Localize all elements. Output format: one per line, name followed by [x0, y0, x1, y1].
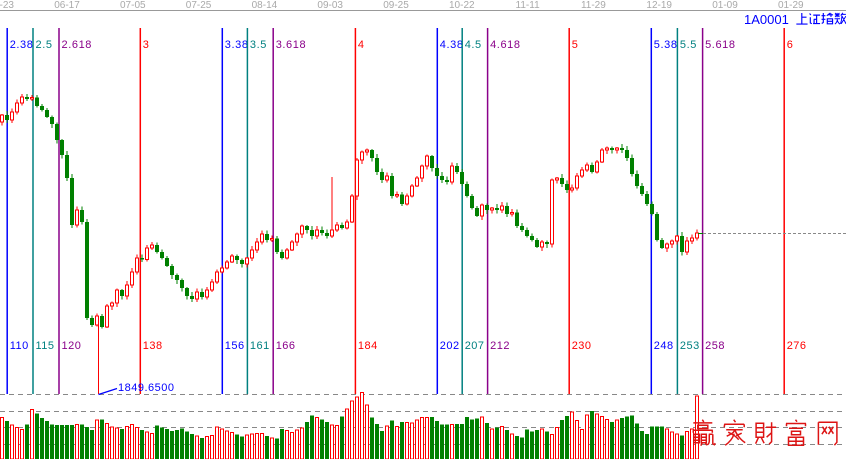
svg-text:110: 110 [10, 340, 29, 352]
svg-text:2.38: 2.38 [10, 39, 34, 51]
svg-text:1A0001: 1A0001 [744, 12, 789, 27]
svg-text:01-09: 01-09 [712, 0, 738, 11]
svg-text:5.38: 5.38 [654, 39, 678, 51]
svg-text:05-23: 05-23 [0, 0, 14, 11]
svg-text:184: 184 [358, 340, 378, 352]
svg-text:5.5: 5.5 [680, 39, 697, 51]
svg-text:276: 276 [787, 340, 807, 352]
svg-text:4.38: 4.38 [440, 39, 464, 51]
svg-text:4.5: 4.5 [465, 39, 482, 51]
svg-text:4.618: 4.618 [490, 39, 521, 51]
svg-text:01-29: 01-29 [778, 0, 804, 11]
svg-text:09-03: 09-03 [317, 0, 343, 11]
svg-text:161: 161 [250, 340, 270, 352]
svg-text:230: 230 [572, 340, 592, 352]
svg-text:120: 120 [62, 340, 82, 352]
svg-text:3.5: 3.5 [250, 39, 267, 51]
svg-text:253: 253 [680, 340, 700, 352]
svg-text:4: 4 [358, 39, 365, 51]
svg-text:212: 212 [490, 340, 510, 352]
svg-text:07-25: 07-25 [186, 0, 212, 11]
svg-text:1849.6500: 1849.6500 [118, 382, 175, 394]
svg-text:202: 202 [440, 340, 460, 352]
svg-text:166: 166 [276, 340, 296, 352]
svg-text:5: 5 [572, 39, 579, 51]
svg-text:11-29: 11-29 [581, 0, 606, 11]
svg-text:258: 258 [705, 340, 725, 352]
svg-text:10-22: 10-22 [449, 0, 475, 11]
svg-text:08-14: 08-14 [252, 0, 278, 11]
svg-text:3.618: 3.618 [276, 39, 307, 51]
svg-text:156: 156 [225, 340, 245, 352]
svg-text:5.618: 5.618 [705, 39, 736, 51]
svg-text:138: 138 [143, 340, 163, 352]
svg-text:12-19: 12-19 [646, 0, 672, 11]
svg-text:07-05: 07-05 [120, 0, 146, 11]
svg-text:6: 6 [787, 39, 794, 51]
svg-text:3: 3 [143, 39, 150, 51]
svg-text:248: 248 [654, 340, 674, 352]
svg-text:09-25: 09-25 [383, 0, 409, 11]
svg-text:3.38: 3.38 [225, 39, 249, 51]
svg-text:06-17: 06-17 [54, 0, 80, 11]
svg-text:2.5: 2.5 [36, 39, 53, 51]
svg-text:11-11: 11-11 [516, 0, 541, 11]
svg-text:207: 207 [465, 340, 485, 352]
svg-text:2.618: 2.618 [62, 39, 93, 51]
svg-text:115: 115 [36, 340, 55, 352]
